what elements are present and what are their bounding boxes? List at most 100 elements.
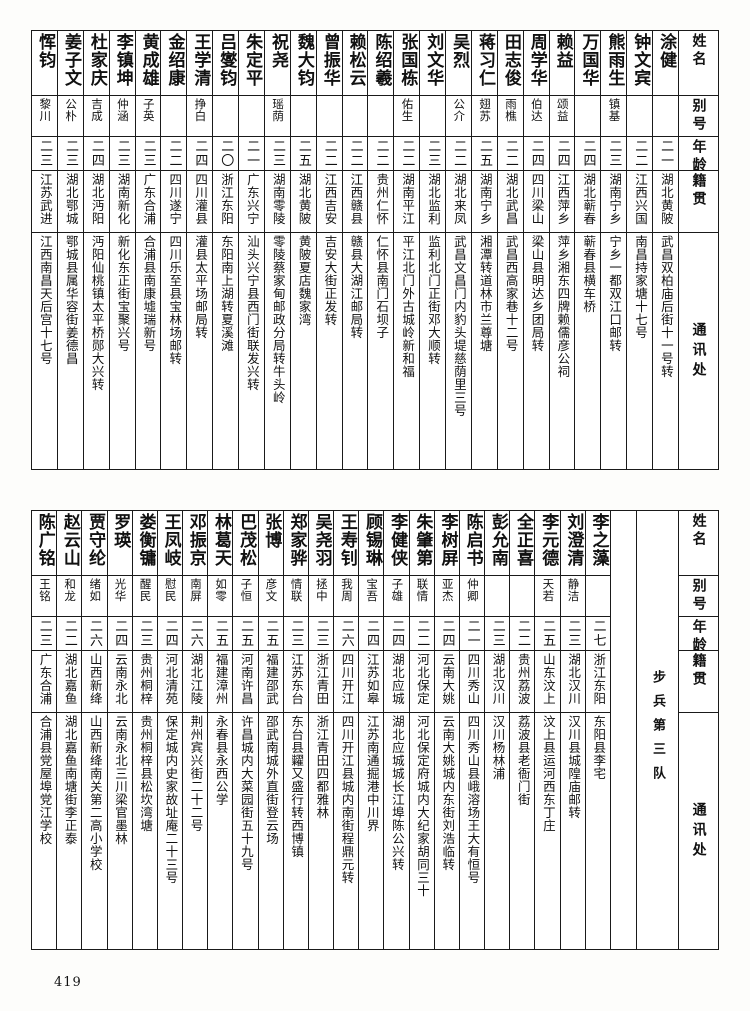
cell-name: 钟文宾 bbox=[627, 31, 652, 95]
cell-address-text: 贵州桐梓县松坎湾塘 bbox=[138, 715, 154, 832]
cell-address: 黄陂夏店魏家湾 bbox=[290, 232, 316, 469]
cell-alias-text: 王铭 bbox=[37, 578, 52, 602]
cell-name: 赖松云 bbox=[343, 31, 368, 95]
cell-name-text: 李之藻 bbox=[588, 513, 609, 567]
cell-age-text: 二三 bbox=[114, 139, 130, 168]
cell-address-text: 合浦县党屋埠党江学校 bbox=[37, 715, 53, 845]
cell-origin-text: 贵州荔波 bbox=[515, 653, 531, 705]
cell-name-text: 娄衡镛 bbox=[135, 513, 156, 567]
cell-address-text: 武昌文昌门内豹头堤慈荫里三号 bbox=[451, 235, 467, 417]
cell-alias: 雨樵 bbox=[497, 95, 523, 136]
roster-entry-column: 吴烈 公介 二二 湖北来凤 武昌文昌门内豹头堤慈荫里三号 bbox=[445, 31, 471, 469]
cell-alias bbox=[627, 95, 652, 136]
cell-origin-text: 湖北鄂城 bbox=[63, 173, 79, 225]
cell-address: 贵州桐梓县松坎湾塘 bbox=[132, 712, 157, 949]
cell-age-text: 二三 bbox=[313, 619, 329, 648]
cell-age-text: 二五 bbox=[295, 139, 311, 168]
cell-address-text: 荆州宾兴街二十二号 bbox=[188, 715, 204, 832]
roster-entry-column: 吴尧羽 拯中 二三 浙江青田 浙江青田四都雅林 bbox=[307, 511, 334, 949]
cell-origin: 湖北黄陂 bbox=[290, 170, 316, 232]
cell-origin: 贵州桐梓 bbox=[132, 650, 157, 712]
cell-alias: 我周 bbox=[334, 575, 359, 616]
cell-age-text: 二二 bbox=[414, 619, 430, 648]
cell-origin: 浙江东阳 bbox=[213, 170, 238, 232]
cell-name-text: 巴茂松 bbox=[236, 513, 257, 567]
cell-name-text: 魏大钧 bbox=[293, 33, 314, 87]
cell-address-text: 四川乐至县宝林场邮转 bbox=[167, 235, 183, 365]
cell-address: 沔阳仙桃镇太平桥郧大兴转 bbox=[83, 232, 109, 469]
cell-name-text: 朱肇第 bbox=[412, 513, 433, 567]
cell-origin-text: 湖北应城 bbox=[389, 653, 405, 705]
cell-alias: 子英 bbox=[135, 95, 161, 136]
cell-name: 朱定平 bbox=[239, 31, 264, 95]
cell-address: 武昌双柏庙后街十一号转 bbox=[653, 232, 678, 469]
cell-alias bbox=[585, 575, 610, 616]
cell-age: 二三 bbox=[420, 136, 445, 170]
roster-entry-column: 周学华 伯达 二四 四川梁山 梁山县明达乡团局转 bbox=[522, 31, 549, 469]
cell-address-text: 监利北门正街邓大顺转 bbox=[425, 235, 441, 365]
cell-address: 吉安大街正发转 bbox=[316, 232, 342, 469]
cell-alias: 子雄 bbox=[384, 575, 409, 616]
cell-name: 全正喜 bbox=[510, 511, 534, 575]
cell-address: 武昌文昌门内豹头堤慈荫里三号 bbox=[446, 232, 471, 469]
cell-origin: 河北保定 bbox=[409, 650, 434, 712]
header-alias-text: 别号 bbox=[690, 578, 707, 614]
cell-origin-text: 湖北蕲春 bbox=[581, 173, 597, 225]
cell-age: 二六 bbox=[183, 616, 208, 650]
cell-age-text: 二二 bbox=[61, 619, 77, 648]
cell-alias: 子恒 bbox=[233, 575, 258, 616]
cell-origin-text: 福建邵武 bbox=[264, 653, 279, 705]
cell-name-text: 赖益 bbox=[552, 33, 573, 69]
cell-origin: 湖北嘉鱼 bbox=[57, 650, 82, 712]
cell-age: 二四 bbox=[434, 616, 459, 650]
cell-origin-text: 湖北黄陂 bbox=[296, 173, 312, 225]
cell-age-text: 二六 bbox=[87, 619, 103, 648]
cell-name-text: 彭允南 bbox=[487, 513, 508, 567]
cell-age: 二三 bbox=[57, 136, 83, 170]
cell-address: 新化东正街宝聚兴号 bbox=[109, 232, 135, 469]
cell-age-text: 二三 bbox=[269, 139, 285, 168]
cell-age-text: 二二 bbox=[347, 139, 363, 168]
cell-alias-text: 醒民 bbox=[138, 578, 153, 602]
header-address: 通讯处 bbox=[678, 712, 718, 949]
cell-address: 零陵蔡家甸邮政分局转牛头岭 bbox=[264, 232, 290, 469]
cell-name: 刘文华 bbox=[420, 31, 445, 95]
cell-alias bbox=[342, 95, 368, 136]
cell-age: 二四 bbox=[384, 616, 409, 650]
cell-address-text: 汉川县城隍庙邮转 bbox=[566, 715, 582, 819]
roster-entry-column: 陈启书 仲卿 二一 四川秀山 四川秀山县峨溶场王大有恒号 bbox=[458, 511, 485, 949]
cell-age: 二五 bbox=[290, 136, 316, 170]
cell-origin-text: 四川灌县 bbox=[193, 173, 209, 225]
cell-age-text: 二一 bbox=[464, 619, 480, 648]
roster-entry-column: 陈广铭 王铭 二三 广东合浦 合浦县党屋埠党江学校 bbox=[32, 511, 57, 949]
cell-name: 彭允南 bbox=[485, 511, 509, 575]
roster-entry-column: 黄成雄 子英 二三 广东合浦 合浦县南康墟瑞新号 bbox=[134, 31, 161, 469]
cell-age: 二二 bbox=[342, 136, 368, 170]
cell-name-text: 熊雨生 bbox=[604, 33, 625, 87]
cell-address-text: 新化东正街宝聚兴号 bbox=[115, 235, 131, 352]
cell-address: 东阳南上湖转夏溪滩 bbox=[213, 232, 238, 469]
cell-address: 山西新绛南关第二高小学校 bbox=[82, 712, 107, 949]
cell-origin-text: 湖北汉川 bbox=[566, 653, 582, 705]
cell-age: 二二 bbox=[57, 616, 82, 650]
cell-origin: 湖北武昌 bbox=[497, 170, 523, 232]
cell-age-text: 二四 bbox=[162, 619, 178, 648]
cell-address: 荔波县老衙门街 bbox=[510, 712, 535, 949]
cell-origin: 湖南宁乡 bbox=[471, 170, 497, 232]
cell-name: 张国栋 bbox=[394, 31, 419, 95]
cell-origin: 湖北江陵 bbox=[183, 650, 208, 712]
cell-address: 许昌城内大菜园街五十九号 bbox=[233, 712, 258, 949]
cell-age: 二四 bbox=[107, 616, 132, 650]
cell-name-text: 万国华 bbox=[578, 33, 599, 87]
cell-origin-text: 江苏如皋 bbox=[364, 653, 380, 705]
roster-entry-column: 恽钧 黎川 二三 江苏武进 江西南昌天后宫十七号 bbox=[32, 31, 57, 469]
cell-address: 监利北门正街邓大顺转 bbox=[420, 232, 445, 469]
cell-name: 刘澄清 bbox=[561, 511, 585, 575]
cell-alias-text: 情联 bbox=[289, 578, 304, 602]
header-name-text: 姓名 bbox=[690, 513, 707, 549]
cell-origin: 江苏东台 bbox=[283, 650, 308, 712]
cell-name-text: 王学清 bbox=[190, 33, 211, 87]
cell-origin: 湖北汉川 bbox=[560, 650, 585, 712]
cell-age-text: 二二 bbox=[373, 139, 389, 168]
cell-age-text: 二一 bbox=[244, 139, 260, 168]
